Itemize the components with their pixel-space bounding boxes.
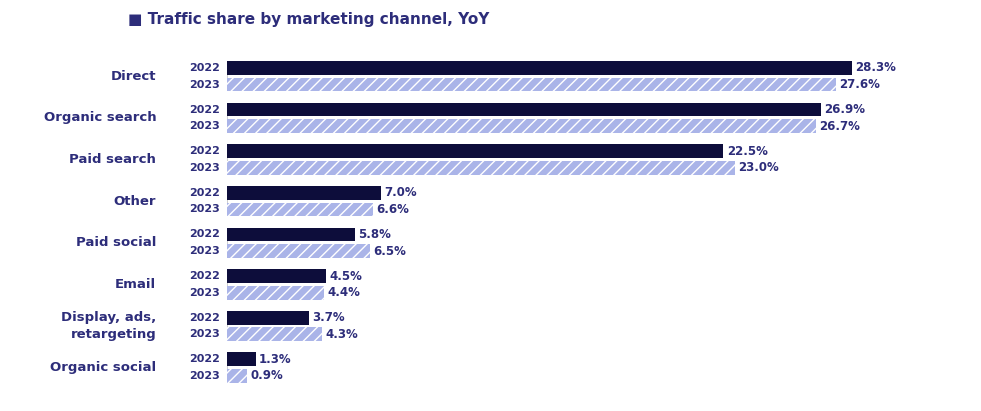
Text: 2022: 2022: [189, 354, 220, 364]
Text: 1.3%: 1.3%: [259, 353, 291, 366]
Text: 27.6%: 27.6%: [840, 78, 880, 91]
Text: 6.5%: 6.5%: [374, 245, 406, 258]
Bar: [227, 119, 816, 133]
Text: 2023: 2023: [189, 371, 220, 381]
Bar: [227, 353, 255, 366]
Text: 5.8%: 5.8%: [358, 228, 391, 241]
Text: 2022: 2022: [189, 229, 220, 240]
Bar: [227, 328, 322, 341]
Bar: [227, 186, 382, 200]
Text: 2022: 2022: [189, 104, 220, 115]
Text: 2022: 2022: [189, 313, 220, 323]
Text: 2022: 2022: [189, 271, 220, 281]
Bar: [227, 78, 836, 91]
Text: Email: Email: [115, 278, 156, 291]
Bar: [227, 286, 324, 300]
Bar: [227, 369, 247, 383]
Bar: [227, 244, 371, 258]
Text: 7.0%: 7.0%: [385, 186, 417, 199]
Text: 2022: 2022: [189, 63, 220, 73]
Text: Organic search: Organic search: [43, 111, 156, 125]
Text: 4.3%: 4.3%: [325, 328, 358, 341]
Text: 22.5%: 22.5%: [727, 145, 768, 158]
Bar: [227, 228, 355, 241]
Text: 4.4%: 4.4%: [328, 286, 360, 299]
Text: 2023: 2023: [189, 246, 220, 256]
Text: ■ Traffic share by marketing channel, YoY: ■ Traffic share by marketing channel, Yo…: [128, 12, 489, 27]
Bar: [227, 144, 724, 158]
Text: 26.7%: 26.7%: [819, 120, 860, 133]
Text: 3.7%: 3.7%: [312, 311, 344, 324]
Text: 28.3%: 28.3%: [854, 61, 896, 74]
Bar: [227, 203, 373, 216]
Bar: [227, 311, 308, 325]
Text: Paid social: Paid social: [76, 236, 156, 249]
Bar: [227, 103, 820, 116]
Text: 4.5%: 4.5%: [330, 270, 362, 282]
Bar: [227, 269, 326, 283]
Text: Paid search: Paid search: [70, 153, 156, 166]
Text: Direct: Direct: [111, 70, 156, 83]
Text: Display, ads,
retargeting: Display, ads, retargeting: [61, 311, 156, 341]
Text: 2023: 2023: [189, 80, 220, 90]
Text: 2023: 2023: [189, 163, 220, 173]
Text: 2023: 2023: [189, 121, 220, 131]
Text: 2022: 2022: [189, 188, 220, 198]
Text: 2022: 2022: [189, 146, 220, 156]
Text: 26.9%: 26.9%: [824, 103, 865, 116]
Bar: [227, 161, 735, 175]
Text: 23.0%: 23.0%: [738, 162, 779, 174]
Text: Organic social: Organic social: [50, 361, 156, 374]
Text: 6.6%: 6.6%: [376, 203, 409, 216]
Text: Other: Other: [114, 195, 156, 208]
Text: 0.9%: 0.9%: [250, 369, 283, 383]
Bar: [227, 61, 852, 75]
Text: 2023: 2023: [189, 329, 220, 339]
Text: 2023: 2023: [189, 204, 220, 215]
Text: 2023: 2023: [189, 288, 220, 298]
